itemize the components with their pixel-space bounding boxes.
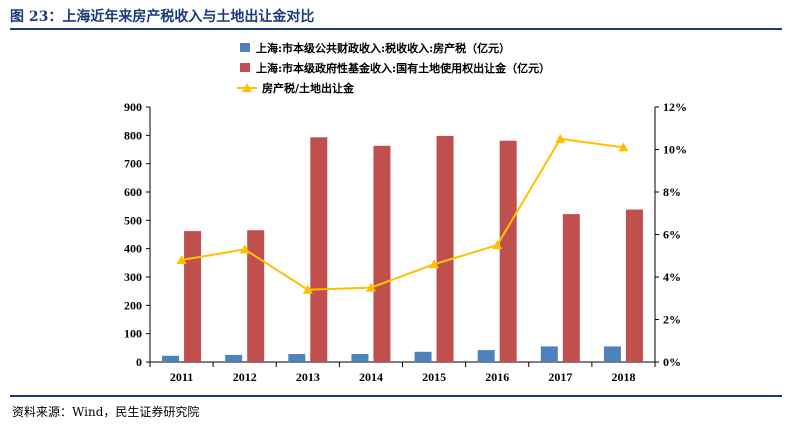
y-left-tick-label: 200 [124, 298, 142, 312]
y-left-tick-label: 400 [124, 242, 142, 256]
x-tick-label: 2016 [485, 370, 509, 384]
land-transfer-bar [625, 209, 643, 362]
y-left-tick-label: 700 [124, 157, 142, 171]
ratio-point [618, 142, 629, 152]
legend-item-land-transfer-label: 上海:市本级政府性基金收入:国有土地使用权出让金（亿元） [256, 61, 550, 75]
property-tax-bar [288, 354, 306, 362]
y-left-tick-label: 100 [124, 327, 142, 341]
axes: 0 100 200 300 400 500 600 700 800 900 0% 2% 4% 6% 8% 10… [124, 100, 687, 384]
y-left-tick-label: 800 [124, 128, 142, 142]
legend-item-property-tax-label: 上海:市本级公共财政收入:税收收入:房产税（亿元） [256, 41, 510, 55]
x-tick-label: 2014 [359, 370, 383, 384]
legend-item-ratio-marker [242, 83, 252, 92]
ratio-point [365, 282, 376, 292]
y-right-tick-label: 4% [663, 270, 681, 284]
property-tax-bar [477, 350, 495, 362]
y-right-tick-label: 8% [663, 185, 681, 199]
ratio-point [176, 255, 187, 264]
land-transfer-bar [499, 140, 517, 362]
bars [162, 135, 643, 362]
property-tax-bar [603, 346, 621, 362]
property-tax-bar [540, 346, 558, 362]
legend-item-property-tax-swatch [240, 43, 250, 52]
source-note: 资料来源：Wind，民生证券研究院 [12, 405, 200, 419]
ratio-point [492, 240, 503, 250]
chart: 上海:市本级公共财政收入:税收收入:房产税（亿元） 上海:市本级政府性基金收入:国… [124, 41, 687, 384]
x-tick-label: 2012 [233, 370, 257, 384]
land-transfer-bar [436, 135, 454, 362]
figure-title: 图 23：上海近年来房产税收入与土地出让金对比 [10, 9, 315, 25]
y-right-tick-label: 10% [663, 143, 687, 157]
legend-item-ratio-label: 房产税/土地出让金 [262, 81, 355, 95]
ratio-point [302, 284, 313, 294]
property-tax-bar [162, 355, 180, 362]
x-tick-label: 2011 [170, 370, 193, 384]
x-tick-label: 2015 [422, 370, 446, 384]
y-right-tick-label: 2% [663, 313, 681, 327]
legend: 上海:市本级公共财政收入:税收收入:房产税（亿元） 上海:市本级政府性基金收入:国… [237, 41, 550, 95]
y-left-tick-label: 600 [124, 185, 142, 199]
y-right-tick-label: 12% [663, 100, 687, 114]
x-tick-label: 2018 [611, 370, 635, 384]
y-right-tick-label: 0% [663, 355, 681, 369]
land-transfer-bar [373, 145, 391, 362]
land-transfer-bar [310, 137, 328, 362]
y-left-tick-label: 0 [136, 355, 142, 369]
ratio-point [239, 244, 250, 254]
land-transfer-bar [247, 230, 265, 362]
property-tax-bar [351, 354, 369, 362]
title-divider [10, 28, 782, 30]
land-transfer-bar [562, 214, 580, 362]
ratio-line [176, 133, 629, 294]
ratio-point [555, 133, 566, 143]
y-right-tick-label: 6% [663, 228, 681, 242]
x-tick-label: 2017 [548, 370, 572, 384]
y-left-tick-label: 300 [124, 270, 142, 284]
x-tick-label: 2013 [296, 370, 320, 384]
property-tax-bar [225, 354, 243, 362]
source-divider [10, 395, 782, 397]
property-tax-bar [414, 351, 432, 362]
legend-item-land-transfer-swatch [240, 63, 250, 72]
ratio-point [429, 259, 440, 269]
y-left-tick-label: 900 [124, 100, 142, 114]
y-left-tick-label: 500 [124, 213, 142, 227]
ratio-line-path [181, 137, 624, 291]
land-transfer-bar [184, 231, 202, 362]
